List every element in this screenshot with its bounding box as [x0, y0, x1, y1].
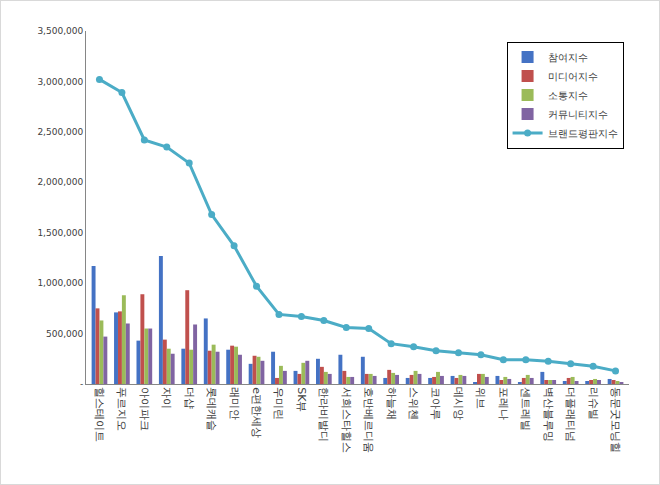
svg-text:1,000,000: 1,000,000 — [37, 278, 83, 288]
svg-text:3,500,000: 3,500,000 — [37, 26, 83, 36]
svg-text:더플래티넘: 더플래티넘 — [564, 387, 577, 442]
svg-text:500,000: 500,000 — [46, 329, 83, 339]
svg-text:하늘채: 하늘채 — [385, 387, 398, 420]
svg-text:센트레빌: 센트레빌 — [519, 387, 532, 431]
svg-text:우미린: 우미린 — [272, 387, 285, 420]
svg-text:커뮤니티지수: 커뮤니티지수 — [548, 109, 608, 120]
svg-text:서희스타힐스: 서희스타힐스 — [340, 387, 353, 453]
svg-text:힐스테이트: 힐스테이트 — [93, 387, 106, 442]
svg-text:더샵: 더샵 — [183, 387, 196, 409]
svg-text:호반베르디움: 호반베르디움 — [362, 387, 375, 453]
svg-text:푸르지오: 푸르지오 — [115, 387, 128, 431]
svg-text:데시앙: 데시앙 — [452, 387, 465, 420]
svg-text:자이: 자이 — [160, 387, 173, 409]
svg-text:한라비발디: 한라비발디 — [317, 387, 330, 442]
svg-text:동문굿모닝힐: 동문굿모닝힐 — [609, 387, 622, 453]
svg-text:포레나: 포레나 — [497, 387, 510, 420]
svg-text:2,000,000: 2,000,000 — [37, 177, 83, 187]
svg-text:2,500,000: 2,500,000 — [37, 127, 83, 137]
svg-text:리슈빌: 리슈빌 — [587, 387, 600, 420]
svg-text:래미안: 래미안 — [228, 387, 241, 420]
svg-text:스위첸: 스위첸 — [407, 387, 420, 420]
svg-text:벽산블루밍: 벽산블루밍 — [542, 387, 555, 442]
svg-text:코아루: 코아루 — [429, 387, 442, 420]
svg-text:-: - — [80, 379, 83, 389]
svg-text:e편한세상: e편한세상 — [250, 387, 263, 438]
svg-text:참여지수: 참여지수 — [548, 52, 588, 63]
svg-text:SK뷰: SK뷰 — [295, 387, 308, 412]
svg-text:1,500,000: 1,500,000 — [37, 228, 83, 238]
svg-text:아이파크: 아이파크 — [138, 387, 151, 431]
svg-text:위브: 위브 — [474, 387, 487, 409]
svg-text:소통지수: 소통지수 — [548, 90, 588, 101]
svg-text:미디어지수: 미디어지수 — [548, 71, 598, 82]
svg-text:롯데캐슬: 롯데캐슬 — [205, 387, 218, 431]
svg-text:브랜드평판지수: 브랜드평판지수 — [548, 128, 618, 139]
svg-text:3,000,000: 3,000,000 — [37, 77, 83, 87]
